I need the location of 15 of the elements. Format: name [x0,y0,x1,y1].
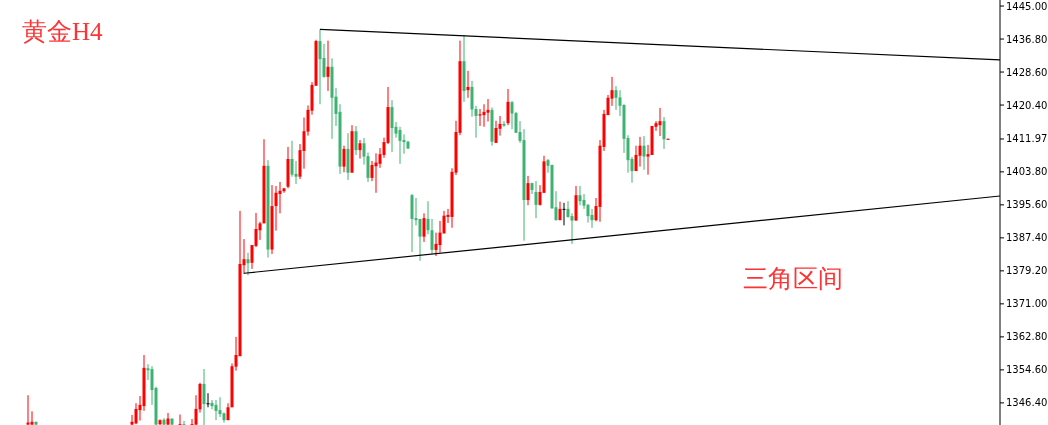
y-tick-label: 1354.60 [1006,364,1048,376]
y-tick-label: 1379.20 [1006,265,1048,277]
y-tick-label: 1411.97 [1006,133,1048,145]
y-tick-label: 1371.00 [1006,298,1048,310]
text: 黄金H4 [22,18,104,45]
y-tick-label: 1428.60 [1006,66,1048,78]
y-tick-label: 1445.00 [1006,0,1048,12]
y-tick-label: 1403.80 [1006,166,1048,178]
y-tick-label: 1395.60 [1006,199,1048,211]
y-tick-label: 1420.40 [1006,99,1048,111]
y-tick-label: 1362.80 [1006,331,1048,343]
y-tick-label: 1436.80 [1006,33,1048,45]
y-tick-label: 1387.40 [1006,232,1048,244]
y-tick-label: 1346.40 [1006,397,1048,409]
annotation: 三角区间 [743,265,843,292]
